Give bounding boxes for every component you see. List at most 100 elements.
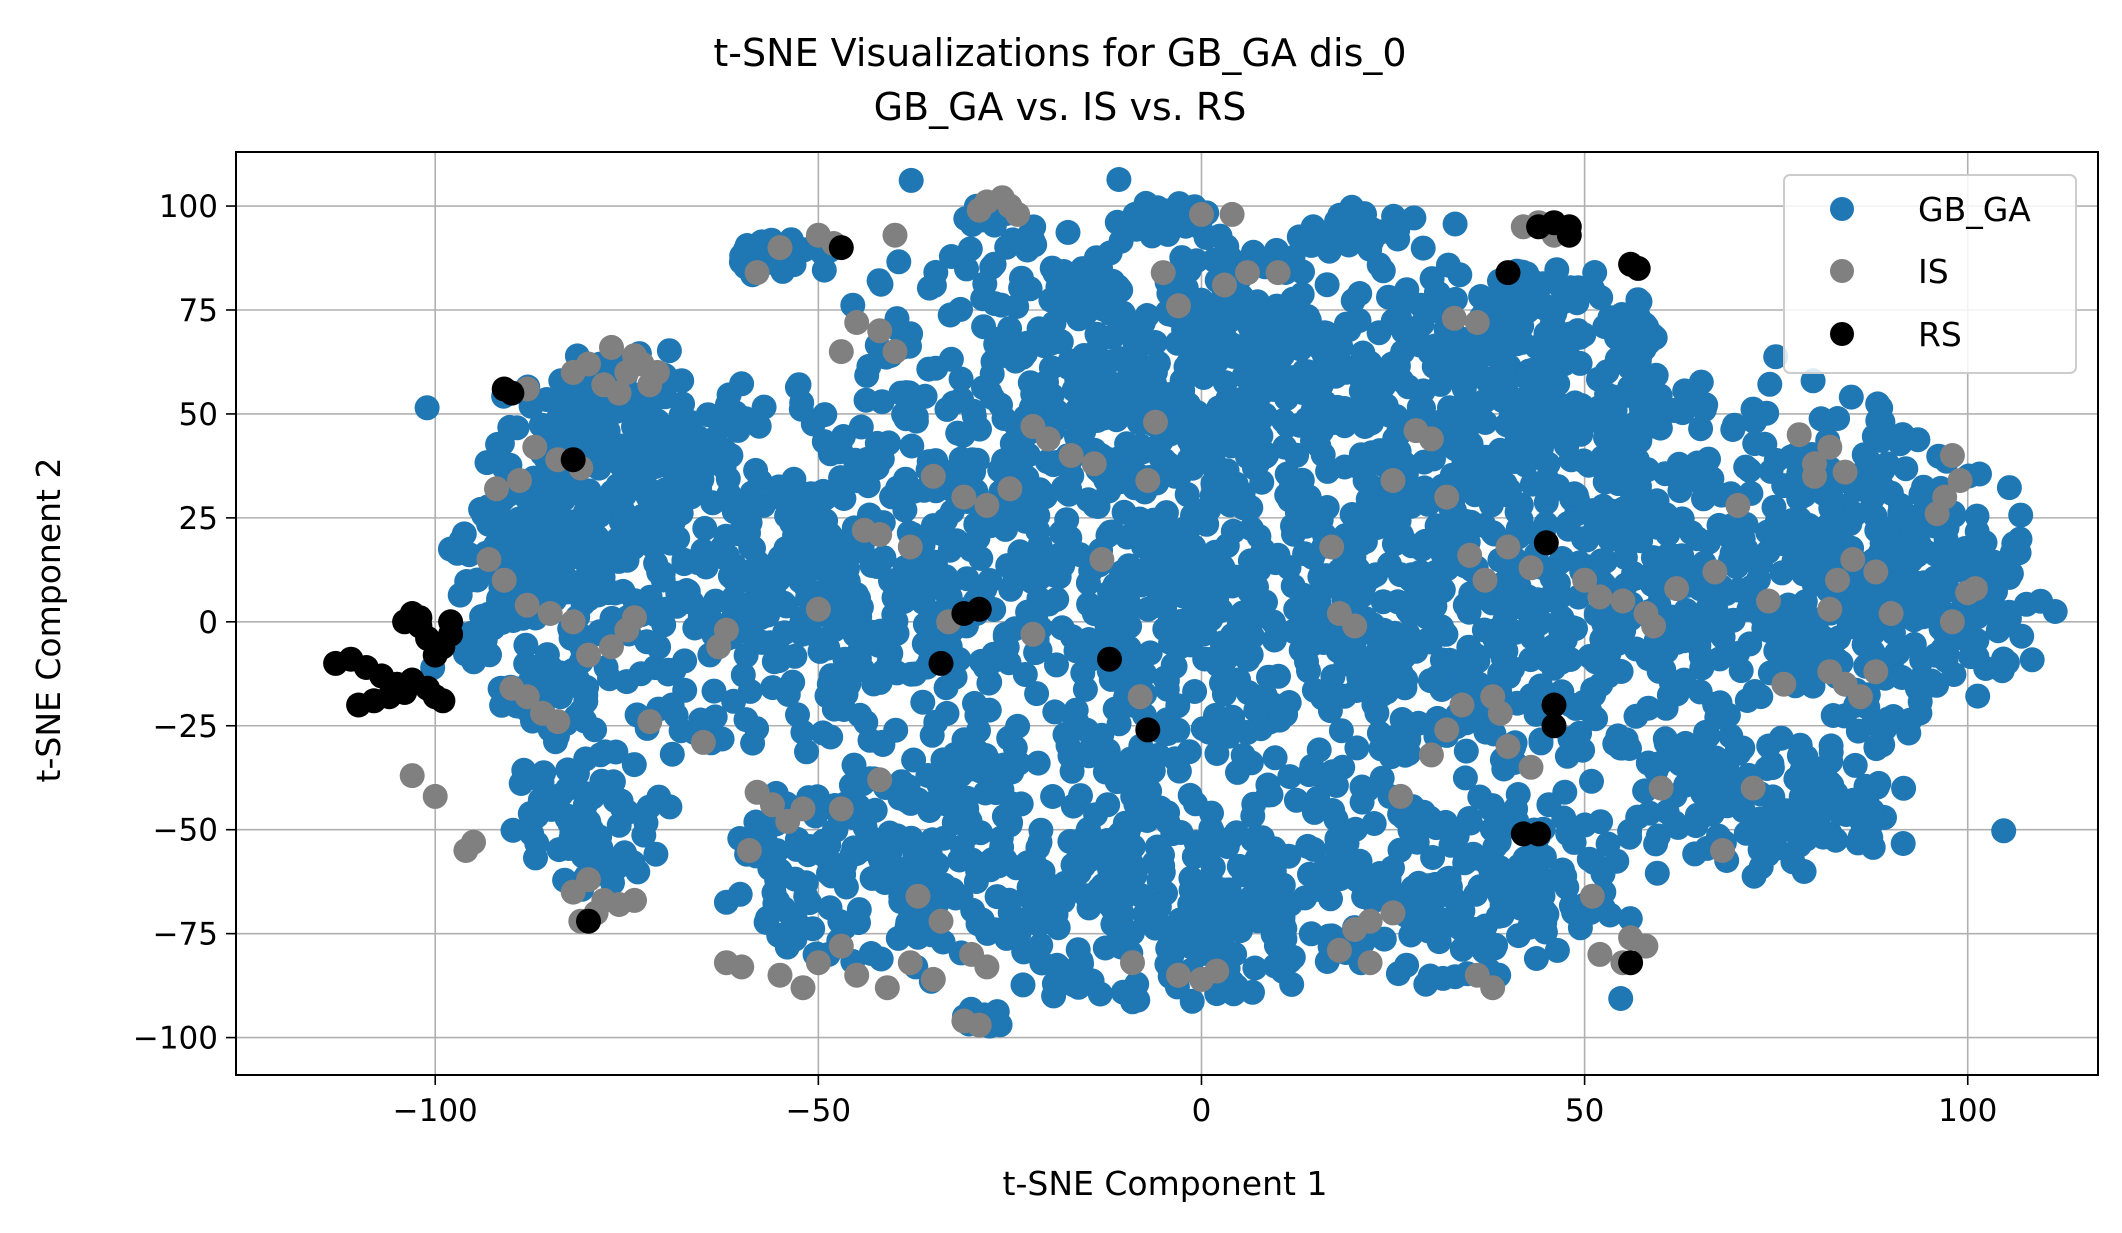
point-gb-ga bbox=[661, 657, 687, 683]
point-is bbox=[1089, 547, 1115, 572]
point-gb-ga bbox=[1041, 310, 1067, 336]
point-gb-ga bbox=[988, 825, 1014, 851]
point-gb-ga bbox=[1422, 593, 1448, 619]
point-is bbox=[805, 596, 831, 622]
point-gb-ga bbox=[1056, 481, 1082, 507]
point-gb-ga bbox=[1390, 528, 1416, 554]
point-is bbox=[974, 954, 1000, 980]
point-is bbox=[1464, 962, 1490, 988]
point-gb-ga bbox=[968, 648, 994, 674]
point-is bbox=[1150, 260, 1176, 286]
point-gb-ga bbox=[1248, 594, 1274, 620]
point-gb-ga bbox=[854, 362, 880, 388]
point-gb-ga bbox=[1072, 676, 1098, 702]
point-gb-ga bbox=[1646, 658, 1672, 684]
point-gb-ga bbox=[751, 394, 777, 420]
point-gb-ga bbox=[2019, 647, 2045, 673]
point-gb-ga bbox=[1371, 926, 1397, 952]
x-tick-label: 50 bbox=[1565, 1093, 1604, 1129]
point-is bbox=[484, 476, 509, 502]
point-is bbox=[1939, 609, 1965, 635]
point-gb-ga bbox=[1177, 782, 1203, 808]
point-gb-ga bbox=[1348, 455, 1374, 481]
point-gb-ga bbox=[1714, 793, 1740, 819]
point-gb-ga bbox=[1491, 756, 1517, 782]
point-gb-ga bbox=[1066, 634, 1092, 660]
x-tick-label: 0 bbox=[1192, 1093, 1212, 1129]
point-gb-ga bbox=[1865, 391, 1891, 417]
point-gb-ga bbox=[1061, 377, 1087, 403]
point-gb-ga bbox=[1536, 792, 1562, 818]
point-gb-ga bbox=[544, 494, 570, 520]
y-tick-label: −50 bbox=[153, 813, 218, 849]
point-gb-ga bbox=[1890, 831, 1916, 856]
point-gb-ga bbox=[1458, 810, 1483, 836]
legend: GB_GA IS RS bbox=[1783, 174, 2077, 374]
point-gb-ga bbox=[1617, 824, 1643, 850]
point-rs bbox=[1541, 692, 1567, 718]
point-gb-ga bbox=[1044, 586, 1070, 612]
point-gb-ga bbox=[1193, 923, 1219, 949]
point-gb-ga bbox=[766, 567, 792, 592]
point-gb-ga bbox=[1174, 481, 1200, 507]
point-is bbox=[1441, 305, 1467, 331]
point-gb-ga bbox=[1148, 445, 1174, 471]
point-gb-ga bbox=[1410, 235, 1436, 261]
point-is bbox=[828, 933, 854, 959]
point-gb-ga bbox=[1817, 770, 1843, 796]
point-gb-ga bbox=[1204, 585, 1230, 610]
point-gb-ga bbox=[996, 650, 1022, 676]
point-gb-ga bbox=[1199, 800, 1224, 826]
y-tick-label: 100 bbox=[159, 189, 218, 225]
point-gb-ga bbox=[414, 395, 440, 421]
point-gb-ga bbox=[1690, 781, 1716, 806]
point-gb-ga bbox=[1506, 923, 1531, 949]
point-gb-ga bbox=[1137, 640, 1163, 666]
y-tick-label: 50 bbox=[179, 397, 218, 433]
point-is bbox=[644, 359, 670, 385]
point-gb-ga bbox=[1102, 887, 1128, 913]
point-is bbox=[1924, 501, 1950, 527]
point-gb-ga bbox=[631, 822, 657, 848]
point-gb-ga bbox=[1435, 252, 1461, 278]
point-gb-ga bbox=[789, 390, 815, 416]
point-gb-ga bbox=[1571, 448, 1597, 474]
point-gb-ga bbox=[1706, 747, 1732, 773]
point-gb-ga bbox=[1391, 643, 1417, 669]
point-is bbox=[1457, 542, 1483, 568]
point-gb-ga bbox=[1545, 570, 1571, 596]
point-gb-ga bbox=[1337, 358, 1363, 384]
point-gb-ga bbox=[973, 745, 998, 771]
point-gb-ga bbox=[725, 417, 751, 443]
point-gb-ga bbox=[1633, 411, 1658, 436]
point-gb-ga bbox=[1761, 494, 1787, 520]
point-gb-ga bbox=[1392, 592, 1418, 618]
point-gb-ga bbox=[1029, 950, 1055, 976]
point-is bbox=[576, 867, 601, 893]
point-gb-ga bbox=[1298, 614, 1324, 640]
point-gb-ga bbox=[1561, 899, 1587, 925]
point-is bbox=[1878, 601, 1904, 626]
point-gb-ga bbox=[1176, 417, 1202, 443]
point-is bbox=[1464, 310, 1490, 335]
point-gb-ga bbox=[1492, 608, 1518, 634]
point-gb-ga bbox=[1608, 986, 1634, 1011]
point-gb-ga bbox=[1118, 860, 1144, 886]
point-is bbox=[1587, 941, 1613, 967]
point-gb-ga bbox=[1351, 201, 1377, 227]
point-gb-ga bbox=[514, 555, 540, 581]
point-gb-ga bbox=[1769, 560, 1795, 586]
legend-marker-is bbox=[1830, 259, 1854, 283]
point-is bbox=[1756, 588, 1781, 614]
point-gb-ga bbox=[646, 784, 672, 810]
point-gb-ga bbox=[1210, 554, 1236, 580]
point-gb-ga bbox=[554, 668, 580, 694]
point-gb-ga bbox=[1996, 475, 2022, 501]
point-gb-ga bbox=[1363, 664, 1389, 690]
point-gb-ga bbox=[1256, 320, 1282, 346]
axis-ticks: −100 −50 0 50 100 −100 −75 −50 −25 0 25 50 75 100 bbox=[133, 189, 1997, 1129]
data-points bbox=[323, 167, 2068, 1039]
point-gb-ga bbox=[1377, 551, 1402, 577]
point-gb-ga bbox=[991, 803, 1017, 829]
point-gb-ga bbox=[923, 709, 949, 735]
